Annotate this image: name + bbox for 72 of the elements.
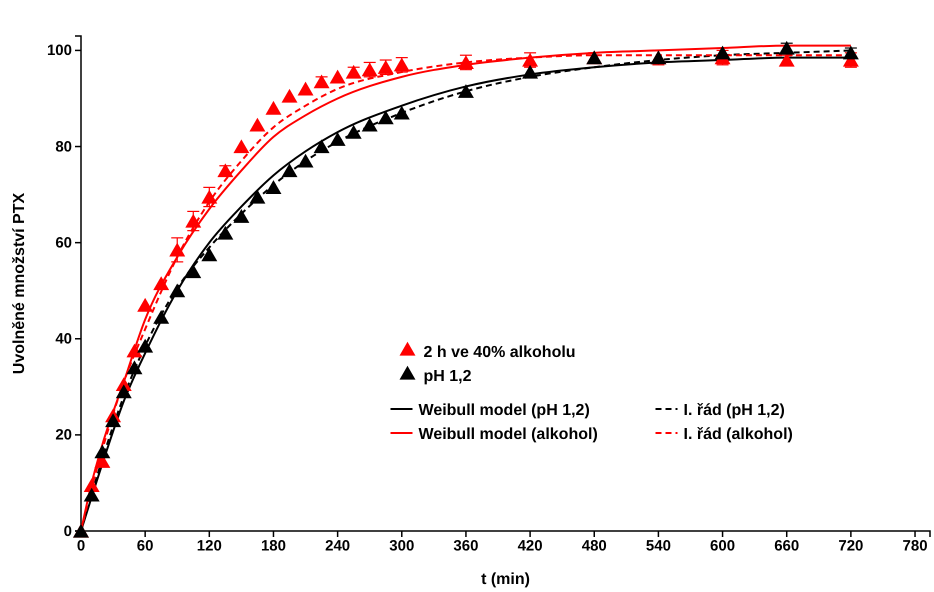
point bbox=[105, 413, 122, 428]
point bbox=[314, 139, 330, 154]
point bbox=[266, 100, 282, 115]
legend-label: 2 h ve 40% alkoholu bbox=[424, 344, 576, 361]
x-tick-label: 780 bbox=[902, 538, 928, 555]
point bbox=[169, 242, 186, 256]
x-axis-title: t (min) bbox=[481, 571, 530, 588]
x-tick-label: 600 bbox=[710, 538, 736, 555]
x-tick-label: 660 bbox=[774, 538, 800, 555]
point bbox=[126, 344, 142, 358]
point bbox=[346, 124, 362, 139]
point bbox=[298, 82, 314, 96]
point bbox=[116, 384, 132, 398]
point bbox=[169, 284, 186, 298]
y-tick-label: 80 bbox=[55, 138, 72, 156]
point bbox=[362, 118, 378, 132]
point bbox=[778, 52, 795, 67]
point bbox=[153, 310, 170, 324]
point bbox=[282, 88, 298, 103]
y-tick-label: 0 bbox=[64, 522, 72, 540]
x-tick-label: 720 bbox=[838, 538, 864, 555]
point bbox=[266, 180, 282, 194]
y-tick-label: 20 bbox=[55, 426, 72, 444]
point bbox=[126, 360, 142, 374]
point bbox=[282, 163, 298, 178]
point bbox=[842, 46, 859, 60]
point bbox=[249, 190, 266, 204]
point bbox=[330, 70, 346, 84]
legend-label: I. řád (pH 1,2) bbox=[684, 402, 785, 419]
point bbox=[137, 298, 154, 312]
point bbox=[185, 214, 202, 228]
point bbox=[185, 264, 202, 278]
legend-label: pH 1,2 bbox=[424, 368, 472, 385]
point bbox=[314, 74, 330, 88]
point bbox=[378, 110, 394, 124]
point bbox=[233, 209, 250, 223]
x-tick-label: 120 bbox=[196, 538, 222, 555]
x-tick-label: 300 bbox=[389, 538, 414, 555]
y-axis-title: Uvolněné množství PTX bbox=[11, 192, 28, 374]
point bbox=[201, 190, 218, 204]
y-tick-label: 40 bbox=[55, 330, 72, 348]
point bbox=[201, 247, 218, 262]
point bbox=[233, 139, 250, 154]
point bbox=[458, 84, 474, 98]
point bbox=[217, 163, 234, 178]
x-tick-label: 540 bbox=[646, 538, 671, 555]
point bbox=[346, 64, 362, 79]
point bbox=[137, 338, 154, 353]
y-tick-label: 60 bbox=[55, 234, 72, 252]
x-tick-label: 60 bbox=[136, 538, 154, 555]
point bbox=[249, 118, 266, 132]
point bbox=[714, 46, 731, 60]
x-tick-label: 420 bbox=[518, 538, 543, 555]
point bbox=[217, 226, 234, 240]
point bbox=[522, 64, 538, 79]
y-tick-label: 100 bbox=[46, 42, 72, 60]
x-tick-label: 0 bbox=[76, 538, 86, 555]
point bbox=[94, 444, 110, 458]
point bbox=[84, 478, 100, 492]
point bbox=[153, 276, 170, 290]
x-tick-label: 480 bbox=[582, 538, 607, 555]
point bbox=[84, 488, 100, 502]
point bbox=[298, 154, 314, 168]
legend-label: Weibull model (pH 1,2) bbox=[418, 402, 590, 419]
point bbox=[778, 40, 795, 55]
x-tick-label: 360 bbox=[453, 538, 478, 555]
point bbox=[394, 106, 410, 120]
legend-label: I. řád (alkohol) bbox=[684, 426, 793, 443]
x-tick-label: 240 bbox=[325, 538, 350, 555]
legend-label: Weibull model (alkohol) bbox=[418, 426, 598, 443]
point bbox=[330, 132, 346, 146]
x-tick-label: 180 bbox=[260, 538, 286, 555]
